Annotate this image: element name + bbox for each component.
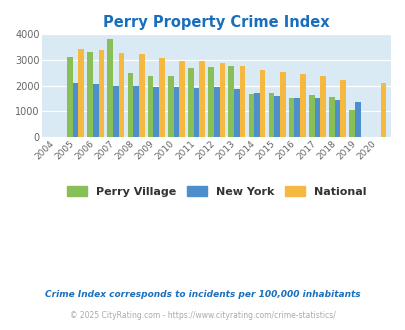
Bar — [320, 76, 325, 137]
Bar — [188, 68, 193, 137]
Bar — [259, 70, 265, 137]
Bar — [328, 97, 334, 137]
Bar — [308, 95, 314, 137]
Bar — [98, 50, 104, 137]
Bar — [314, 98, 320, 137]
Bar — [67, 57, 72, 137]
Bar — [113, 85, 119, 137]
Bar — [254, 93, 259, 137]
Bar — [294, 98, 299, 137]
Bar — [288, 98, 294, 137]
Bar — [354, 102, 360, 137]
Bar — [179, 61, 184, 137]
Bar — [199, 61, 205, 137]
Text: Crime Index corresponds to incidents per 100,000 inhabitants: Crime Index corresponds to incidents per… — [45, 290, 360, 299]
Bar — [127, 73, 133, 137]
Bar — [239, 66, 245, 137]
Bar — [72, 83, 78, 137]
Bar — [274, 96, 279, 137]
Bar — [248, 94, 254, 137]
Bar — [147, 76, 153, 137]
Bar — [193, 87, 199, 137]
Bar — [219, 63, 225, 137]
Bar — [173, 86, 179, 137]
Bar — [279, 72, 285, 137]
Legend: Perry Village, New York, National: Perry Village, New York, National — [62, 182, 370, 202]
Title: Perry Property Crime Index: Perry Property Crime Index — [103, 15, 329, 30]
Bar — [87, 52, 93, 137]
Bar — [233, 89, 239, 137]
Bar — [78, 49, 84, 137]
Bar — [159, 58, 164, 137]
Bar — [228, 66, 233, 137]
Bar — [380, 83, 386, 137]
Bar — [213, 87, 219, 137]
Bar — [339, 81, 345, 137]
Text: © 2025 CityRating.com - https://www.cityrating.com/crime-statistics/: © 2025 CityRating.com - https://www.city… — [70, 312, 335, 320]
Bar — [133, 85, 139, 137]
Bar — [168, 76, 173, 137]
Bar — [334, 100, 339, 137]
Bar — [348, 110, 354, 137]
Bar — [139, 54, 144, 137]
Bar — [268, 93, 274, 137]
Bar — [299, 74, 305, 137]
Bar — [153, 87, 159, 137]
Bar — [107, 39, 113, 137]
Bar — [93, 84, 98, 137]
Bar — [208, 67, 213, 137]
Bar — [119, 52, 124, 137]
